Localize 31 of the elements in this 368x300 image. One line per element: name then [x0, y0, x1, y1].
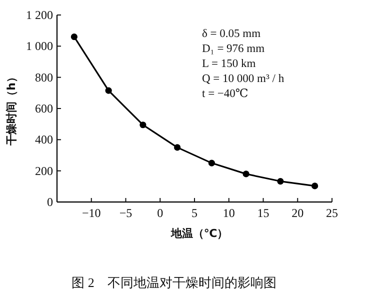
x-tick-label: 15 [257, 206, 270, 220]
point [312, 182, 318, 190]
x-tick-label: 10 [222, 206, 235, 220]
x-tick-label: −5 [119, 206, 132, 220]
point [174, 144, 181, 151]
x-tick-label: 20 [292, 206, 304, 220]
x-tick-label: 5 [192, 206, 198, 220]
x-tick-label: 0 [157, 206, 164, 220]
point [70, 34, 78, 40]
y-tick-label: 0 [47, 195, 53, 209]
y-tick-label: 600 [35, 102, 53, 116]
point [242, 170, 250, 178]
x-tick-label: −10 [82, 206, 101, 220]
point [208, 160, 215, 166]
x-axis-title: 地温（℃） [170, 227, 228, 240]
text: 图 2 不同地温对干燥时间的影响图 [72, 275, 276, 290]
annotation: t = −40℃ [202, 88, 248, 100]
point [277, 178, 284, 185]
y-tick-label: 1 200 [26, 8, 53, 22]
y-tick-label: 1 000 [26, 39, 53, 54]
x-tick-label: 25 [326, 206, 338, 220]
y-tick-label: 800 [35, 70, 53, 84]
annotation: L = 150 km [202, 58, 256, 70]
y-tick-label: 200 [35, 164, 53, 178]
y-axis-title: 干燥时间（h） [5, 72, 18, 146]
point [105, 87, 112, 94]
annotation: D₁ = 976 mm [202, 43, 265, 55]
y-tick-label: 400 [35, 132, 53, 147]
annotation: δ = 0.05 mm [202, 28, 261, 40]
point [140, 122, 146, 128]
annotation: Q = 10 000 m³ / h [202, 73, 284, 85]
